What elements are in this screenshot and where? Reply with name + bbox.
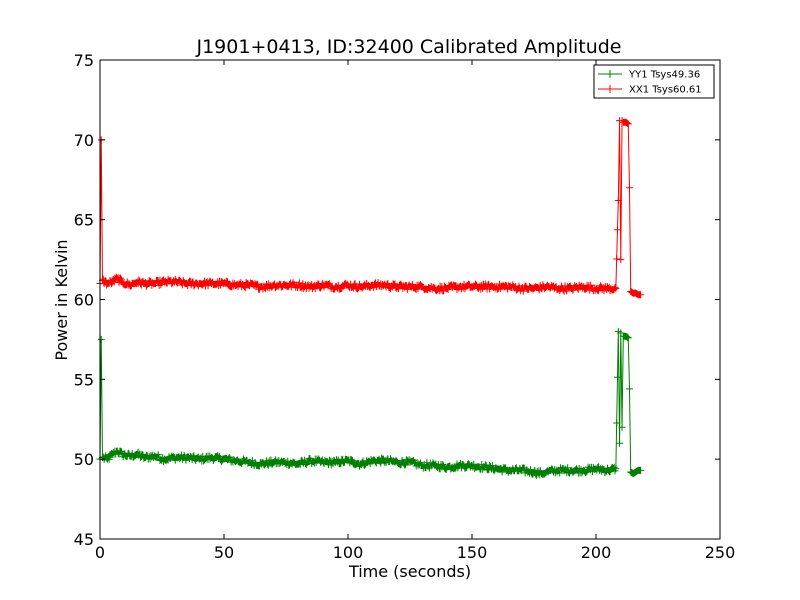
x-tick-label: 0 [95,543,105,562]
legend-label-xx1: XX1 Tsys60.61 [629,85,702,96]
y-tick-label: 75 [74,51,94,70]
ticks-layer: 0 50 100 150 200 250 45 50 55 60 65 70 75 [74,51,736,562]
legend-box [593,64,715,99]
x-tick-label: 200 [581,543,612,562]
x-tick-label: 50 [214,543,234,562]
y-axis-label: Power in Kelvin [52,239,71,360]
chart-title: J1901+0413, ID:32400 Calibrated Amplitud… [195,36,621,58]
legend-label-yy1: YY1 Tsys49.36 [628,70,700,81]
plot-area: 0 50 100 150 200 250 45 50 55 60 65 70 75 [74,51,736,562]
y-tick-label: 50 [74,450,94,469]
y-tick-label: 55 [74,370,94,389]
legend-entry-yy1: YY1 Tsys49.36 [598,70,700,81]
y-tick-label: 65 [74,211,94,230]
x-axis-label: Time (seconds) [348,562,471,581]
y-tick-label: 70 [74,131,94,150]
y-tick-label: 60 [74,291,94,310]
series-xx1 [96,117,645,299]
legend-entry-xx1: XX1 Tsys60.61 [598,85,702,96]
y-tick-label: 45 [74,530,94,549]
series-layer [96,117,645,479]
x-tick-label: 150 [457,543,488,562]
legend: YY1 Tsys49.36 XX1 Tsys60.61 [593,64,715,99]
plot-background [100,60,720,539]
x-tick-label: 100 [333,543,364,562]
legend-marker-xx1 [606,85,614,93]
legend-marker-yy1 [606,70,614,78]
x-tick-label: 250 [705,543,736,562]
